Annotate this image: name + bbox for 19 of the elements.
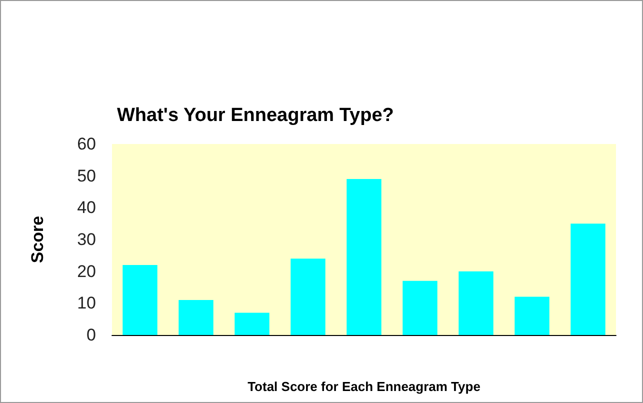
chart-title: What's Your Enneagram Type? [117, 105, 394, 126]
x-axis-title: Total Score for Each Enneagram Type [248, 379, 480, 394]
bar [346, 179, 382, 335]
bar [458, 271, 494, 335]
y-tick-label: 0 [86, 326, 96, 344]
y-axis-title: Score [28, 216, 47, 264]
y-tick-label: 30 [77, 230, 96, 249]
y-tick-label: 60 [77, 134, 96, 154]
bar [122, 264, 158, 335]
y-tick-label: 10 [77, 294, 96, 313]
bar [234, 312, 270, 335]
y-tick-label: 50 [77, 166, 96, 186]
bar [178, 300, 214, 335]
bar [570, 224, 606, 335]
bar [290, 258, 326, 335]
y-tick-label: 20 [77, 262, 96, 281]
y-tick-label: 40 [77, 198, 96, 218]
bar [402, 280, 438, 335]
bar [514, 296, 550, 335]
